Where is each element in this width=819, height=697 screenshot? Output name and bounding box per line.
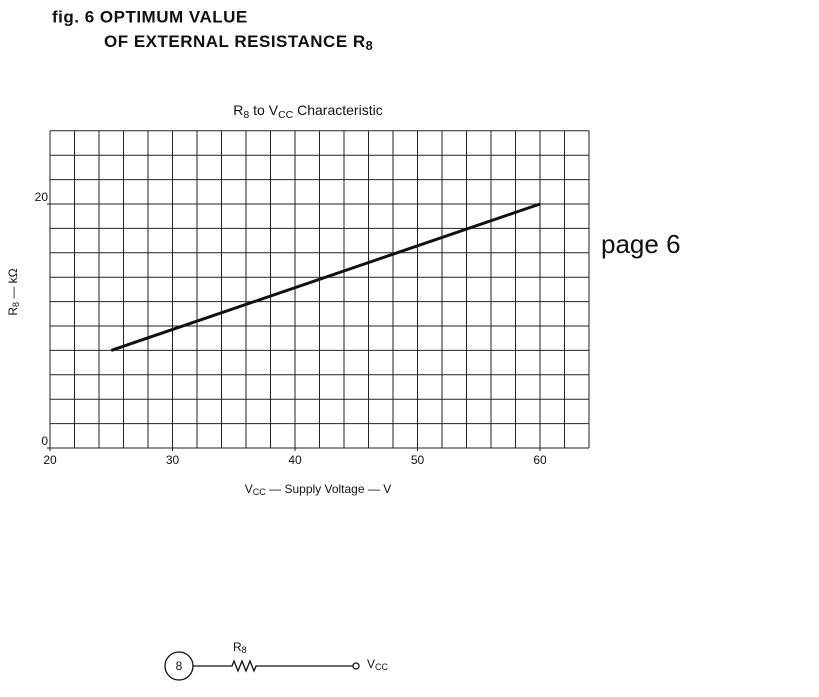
title-part: R xyxy=(233,102,243,118)
title-part: to V xyxy=(249,102,278,118)
resistor-label: R8 xyxy=(233,640,247,655)
heading-text: OF EXTERNAL RESISTANCE R xyxy=(104,32,366,51)
supply-part: V xyxy=(367,657,375,671)
title-sub: CC xyxy=(278,109,294,121)
resistor-sub: 8 xyxy=(242,645,247,655)
x-tick-label: 30 xyxy=(166,453,180,467)
page-note: page 6 xyxy=(601,229,681,259)
x-tick-label: 40 xyxy=(288,453,302,467)
x-label-part: — Supply Voltage — V xyxy=(266,482,391,496)
terminal xyxy=(352,662,360,670)
y-tick-label: 20 xyxy=(35,190,49,204)
supply-label: VCC xyxy=(367,657,389,672)
x-axis-label: VCC — Supply Voltage — V xyxy=(245,482,391,497)
x-label-sub: CC xyxy=(253,487,266,497)
y-axis-label: R8 — kΩ xyxy=(6,268,21,315)
x-label-part: V xyxy=(245,482,253,496)
supply-sub: CC xyxy=(375,662,388,672)
x-tick-label: 20 xyxy=(43,453,57,467)
title-sub: 8 xyxy=(243,109,249,121)
x-tick-label: 60 xyxy=(533,453,547,467)
heading-subscript: 8 xyxy=(366,38,374,53)
heading-line1: fig. 6 OPTIMUM VALUE xyxy=(52,7,248,26)
chart-title: R8 to VCC Characteristic xyxy=(233,102,382,121)
circuit: 8 R8 VCC xyxy=(164,640,389,681)
pin-label: 8 xyxy=(176,659,183,673)
y-label-part: — kΩ xyxy=(6,268,20,302)
y-label-sub: 8 xyxy=(11,302,21,307)
y-label-part: R xyxy=(6,307,20,316)
heading-line2: OF EXTERNAL RESISTANCE R8 xyxy=(104,32,373,53)
data-line xyxy=(110,202,541,352)
x-tick-label: 50 xyxy=(411,453,425,467)
wire xyxy=(193,659,353,673)
y-tick-label: 0 xyxy=(41,434,48,448)
resistor-part: R xyxy=(233,640,242,654)
title-part: Characteristic xyxy=(293,102,382,118)
